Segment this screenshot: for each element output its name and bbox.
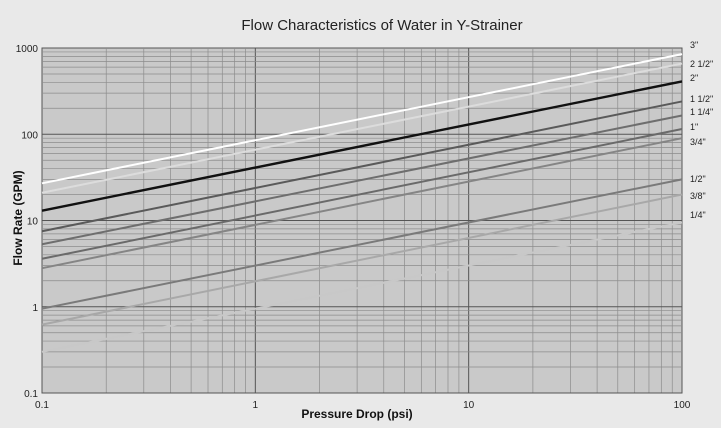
series-labels: 3" 2 1/2" 2" 1 1/2" 1 1/4" 1" 3/4" 1/2" 3/8" 1/4" [690,40,713,220]
series-line [41,221,683,353]
x-tick-label: 100 [674,400,691,411]
series-line [41,80,683,212]
x-tick-label: 10 [463,400,475,411]
series-line [41,137,683,270]
x-axis-label: Pressure Drop (psi) [301,407,412,421]
series-lines [41,53,683,353]
series-label: 3/4" [690,137,706,147]
chart-title: Flow Characteristics of Water in Y-Strai… [241,17,522,34]
y-tick-label: 1000 [16,44,39,55]
x-tick-labels: 0.1 1 10 100 [35,400,691,411]
y-axis-label: Flow Rate (GPM) [11,170,25,265]
y-tick-label: 0.1 [24,389,38,400]
series-label: 1 1/2" [690,94,713,104]
y-tick-label: 100 [21,130,38,141]
series-label: 3/8" [690,191,706,201]
series-label: 1 1/4" [690,107,713,117]
series-line [41,114,683,246]
series-label: 1" [690,122,698,132]
series-line [41,193,683,326]
grid [41,48,682,394]
series-label: 3" [690,40,698,50]
series-line [41,53,683,185]
y-tick-label: 1 [32,303,38,314]
series-line [41,178,683,310]
series-line [41,100,683,233]
series-label: 2 1/2" [690,59,713,69]
y-tick-labels: 0.1 1 10 100 1000 [16,44,39,400]
series-label: 1/2" [690,174,706,184]
series-label: 2" [690,73,698,83]
series-line [41,62,683,194]
series-label: 1/4" [690,210,706,220]
y-tick-label: 10 [27,217,39,228]
x-tick-label: 1 [253,400,259,411]
x-tick-label: 0.1 [35,400,49,411]
series-line [41,128,683,260]
